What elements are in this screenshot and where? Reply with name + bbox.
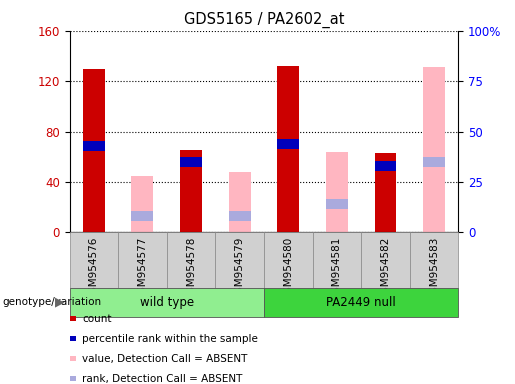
Text: GSM954583: GSM954583: [429, 237, 439, 300]
Text: GSM954577: GSM954577: [138, 237, 147, 300]
Bar: [70, 232, 118, 288]
Bar: [361, 232, 410, 288]
Text: percentile rank within the sample: percentile rank within the sample: [82, 334, 259, 344]
Bar: [264, 232, 313, 288]
Text: genotype/variation: genotype/variation: [3, 297, 101, 308]
Bar: [313, 232, 361, 288]
Bar: [326, 152, 348, 232]
Bar: [326, 199, 348, 209]
Bar: [131, 211, 153, 221]
Bar: [180, 157, 202, 167]
Text: wild type: wild type: [140, 296, 194, 309]
Text: ▶: ▶: [55, 296, 64, 309]
Bar: [374, 153, 397, 232]
Bar: [410, 232, 458, 288]
Bar: [264, 288, 458, 317]
Bar: [167, 232, 215, 288]
Text: GSM954582: GSM954582: [381, 237, 390, 300]
Text: GSM954579: GSM954579: [235, 237, 245, 300]
Text: GSM954581: GSM954581: [332, 237, 342, 300]
Text: value, Detection Call = ABSENT: value, Detection Call = ABSENT: [82, 354, 248, 364]
Bar: [423, 157, 445, 167]
Bar: [180, 151, 202, 232]
Text: GSM954576: GSM954576: [89, 237, 99, 300]
Text: GSM954578: GSM954578: [186, 237, 196, 300]
Bar: [118, 232, 167, 288]
Bar: [277, 66, 299, 232]
Bar: [229, 211, 251, 221]
Text: PA2449 null: PA2449 null: [327, 296, 396, 309]
Text: count: count: [82, 314, 112, 324]
Bar: [277, 139, 299, 149]
Text: rank, Detection Call = ABSENT: rank, Detection Call = ABSENT: [82, 374, 243, 384]
Bar: [229, 172, 251, 232]
Bar: [131, 176, 153, 232]
Bar: [83, 68, 105, 232]
Title: GDS5165 / PA2602_at: GDS5165 / PA2602_at: [184, 12, 344, 28]
Bar: [374, 161, 397, 171]
Bar: [215, 232, 264, 288]
Bar: [70, 288, 264, 317]
Text: GSM954580: GSM954580: [283, 237, 293, 300]
Bar: [423, 67, 445, 232]
Bar: [83, 141, 105, 151]
